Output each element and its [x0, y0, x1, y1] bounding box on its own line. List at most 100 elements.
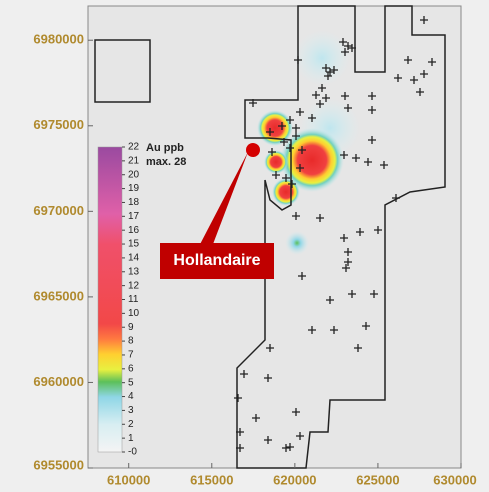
drill-hole: [316, 214, 324, 222]
legend-label: 3: [128, 405, 134, 416]
drill-hole: [316, 100, 324, 108]
legend-label: 6: [128, 363, 134, 374]
legend-title: Au ppb: [146, 142, 184, 154]
legend-label: 20: [128, 169, 140, 180]
x-tick-label: 615000: [190, 472, 233, 487]
drill-hole: [286, 116, 294, 124]
drill-hole: [420, 16, 428, 24]
legend-max: max. 28: [146, 156, 186, 168]
drill-hole: [344, 42, 352, 50]
drill-hole: [362, 322, 370, 330]
drill-hole: [326, 296, 334, 304]
legend-label: 7: [128, 350, 134, 361]
legend-label: 12: [128, 280, 140, 291]
tenement-boundary: [236, 5, 446, 469]
drill-hole: [341, 48, 349, 56]
drill-hole: [282, 444, 290, 452]
legend-label: 1: [128, 433, 134, 444]
legend-label: 18: [128, 197, 140, 208]
drill-hole: [344, 248, 352, 256]
drill-hole: [312, 91, 320, 99]
drill-hole: [298, 146, 306, 154]
drill-hole: [356, 228, 364, 236]
drill-hole: [330, 326, 338, 334]
drill-hole: [392, 194, 400, 202]
drill-hole: [326, 68, 334, 76]
drill-hole: [344, 258, 352, 266]
drill-hole: [280, 138, 288, 146]
x-tick-label: 610000: [107, 472, 150, 487]
drill-hole: [394, 74, 402, 82]
drill-hole: [410, 76, 418, 84]
drill-holes: [234, 16, 436, 452]
drill-hole: [420, 70, 428, 78]
drill-hole: [368, 136, 376, 144]
drill-hole: [370, 290, 378, 298]
legend-label: 4: [128, 391, 134, 402]
map-frame: [87, 5, 462, 469]
drill-hole: [340, 234, 348, 242]
drill-hole: [264, 436, 272, 444]
drill-hole: [252, 414, 260, 422]
drill-hole: [308, 326, 316, 334]
legend-label: 5: [128, 377, 134, 388]
legend-label: 11: [128, 294, 139, 305]
drill-hole: [286, 144, 294, 152]
legend-label: -0: [128, 447, 137, 458]
drill-hole: [416, 88, 424, 96]
anomalies: [257, 30, 360, 255]
drill-hole: [264, 374, 272, 382]
drill-hole: [364, 158, 372, 166]
drill-hole: [292, 212, 300, 220]
drill-hole: [374, 226, 382, 234]
callout-dot: [246, 143, 260, 157]
drill-hole: [294, 56, 302, 64]
drill-hole: [324, 72, 332, 80]
drill-hole: [266, 344, 274, 352]
legend-label: 16: [128, 225, 140, 236]
drill-hole: [298, 272, 306, 280]
x-tick-label: 630000: [433, 472, 476, 487]
drill-hole: [368, 92, 376, 100]
drill-hole: [341, 92, 349, 100]
drill-hole: [352, 154, 360, 162]
tenement-block: [94, 39, 151, 103]
drill-hole: [278, 122, 286, 130]
drill-hole: [268, 148, 276, 156]
drill-hole: [348, 290, 356, 298]
drill-hole: [318, 84, 326, 92]
drill-hole: [282, 174, 290, 182]
drill-hole: [240, 370, 248, 378]
drill-hole: [296, 108, 304, 116]
drill-hole: [292, 124, 300, 132]
legend-label: 21: [128, 156, 140, 167]
drill-hole: [296, 164, 304, 172]
y-tick-label: 6970000: [33, 203, 84, 218]
drill-hole: [308, 114, 316, 122]
drill-hole: [428, 58, 436, 66]
legend-label: 17: [128, 211, 140, 222]
drill-hole: [348, 44, 356, 52]
drill-hole: [249, 99, 257, 107]
legend-label: 14: [128, 253, 140, 264]
legend-label: 13: [128, 266, 140, 277]
drill-hole: [322, 64, 330, 72]
drill-hole: [286, 443, 294, 451]
drill-hole: [292, 408, 300, 416]
drill-hole: [288, 180, 296, 188]
y-tick-label: 6960000: [33, 374, 84, 389]
drill-hole: [330, 66, 338, 74]
drill-hole: [236, 428, 244, 436]
y-tick-label: 6955000: [33, 457, 84, 472]
drill-hole: [266, 128, 274, 136]
legend-label: 19: [128, 183, 140, 194]
drill-hole: [344, 104, 352, 112]
drill-hole: [339, 38, 347, 46]
callout-box: [160, 243, 274, 279]
legend-label: 15: [128, 239, 140, 250]
callout-label: Hollandaire: [173, 252, 260, 269]
drill-hole: [234, 394, 242, 402]
color-bar: [97, 146, 123, 453]
y-tick-label: 6980000: [33, 32, 84, 47]
